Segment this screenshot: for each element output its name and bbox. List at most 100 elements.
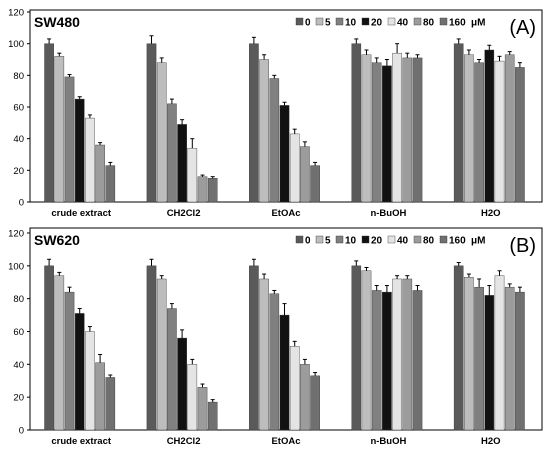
bar — [156, 62, 167, 203]
y-tick-label: 20 — [13, 166, 24, 177]
legend: 0 5 10 20 40 80 160 μM — [295, 235, 485, 247]
legend-swatch — [413, 17, 422, 26]
legend-label: 40 — [397, 18, 409, 29]
bar — [412, 57, 423, 203]
bar — [44, 265, 54, 431]
bar — [146, 265, 157, 431]
bar — [54, 275, 65, 431]
legend-label: 5 — [325, 18, 331, 29]
bar — [289, 346, 300, 431]
y-tick-label: 20 — [13, 393, 24, 404]
bar — [259, 59, 269, 203]
legend-swatch — [361, 235, 370, 244]
y-tick-label: 100 — [8, 261, 24, 272]
bar — [85, 331, 95, 431]
bar — [74, 98, 85, 203]
bar — [187, 147, 198, 203]
bar — [402, 57, 413, 203]
y-tick-label: 120 — [8, 229, 24, 240]
legend-label: 80 — [423, 18, 435, 29]
legend-swatch — [439, 235, 448, 244]
category-label: CH2Cl2 — [167, 436, 201, 447]
bar — [453, 43, 464, 203]
bar — [484, 49, 495, 203]
cell-line-label: SW480 — [34, 14, 80, 30]
bar — [249, 265, 259, 431]
bar — [361, 270, 372, 431]
bar — [146, 43, 157, 203]
category-label: n-BuOH — [370, 208, 406, 219]
legend-label: 160 — [449, 236, 466, 247]
category-label: crude extract — [51, 436, 112, 447]
bar — [310, 165, 320, 203]
y-tick-label: 80 — [13, 71, 24, 82]
legend-label: 20 — [371, 236, 383, 247]
legend-swatch — [335, 17, 344, 26]
bar — [300, 146, 310, 203]
bar — [269, 78, 280, 203]
bar — [279, 105, 290, 203]
legend-swatch — [361, 17, 370, 26]
legend: 0 5 10 20 40 80 160 μM — [295, 17, 485, 29]
bar — [279, 314, 290, 431]
bar — [474, 286, 484, 431]
bar — [249, 43, 259, 203]
bar — [85, 117, 95, 203]
category-label: CH2Cl2 — [167, 208, 201, 219]
legend-label: 0 — [305, 18, 311, 29]
legend-swatch — [315, 235, 324, 244]
bar — [197, 176, 208, 203]
bar — [95, 144, 105, 203]
bar — [177, 124, 187, 203]
bar — [95, 362, 105, 431]
bar — [105, 377, 116, 431]
bar — [74, 313, 85, 431]
bar — [504, 54, 515, 203]
legend-label: 0 — [305, 236, 311, 247]
category-label: EtOAc — [271, 436, 300, 447]
y-tick-label: 60 — [13, 103, 24, 114]
bar — [494, 275, 505, 431]
legend-swatch — [315, 17, 324, 26]
bar — [382, 291, 392, 431]
bar — [167, 103, 177, 203]
bar — [177, 337, 187, 431]
bar — [269, 293, 280, 431]
bar — [207, 401, 218, 431]
bar — [64, 291, 75, 431]
legend-label: 40 — [397, 236, 409, 247]
category-label: H2O — [481, 436, 501, 447]
bar — [187, 364, 198, 431]
bar — [351, 265, 362, 431]
bar — [259, 278, 269, 431]
y-tick-label: 100 — [8, 39, 24, 50]
bar — [64, 76, 75, 203]
bar — [515, 67, 525, 203]
legend-unit: μM — [471, 18, 485, 29]
legend-label: 80 — [423, 236, 435, 247]
category-label: n-BuOH — [370, 436, 406, 447]
bar — [382, 65, 392, 203]
bar — [300, 364, 310, 431]
category-label: EtOAc — [271, 208, 300, 219]
bar — [156, 278, 167, 431]
bar — [207, 178, 218, 203]
bar — [392, 278, 402, 431]
bar — [484, 295, 495, 431]
legend-unit: μM — [471, 236, 485, 247]
legend-label: 10 — [345, 18, 357, 29]
legend-label: 10 — [345, 236, 357, 247]
legend-swatch — [439, 17, 448, 26]
y-tick-label: 80 — [13, 294, 24, 305]
legend-swatch — [295, 235, 304, 244]
bar — [361, 54, 372, 203]
bar — [167, 308, 177, 431]
panel-letter: (B) — [509, 235, 536, 257]
bar — [197, 387, 208, 431]
y-tick-label: 40 — [13, 360, 24, 371]
y-tick-label: 40 — [13, 134, 24, 145]
bar — [474, 62, 484, 203]
bar — [504, 286, 515, 431]
